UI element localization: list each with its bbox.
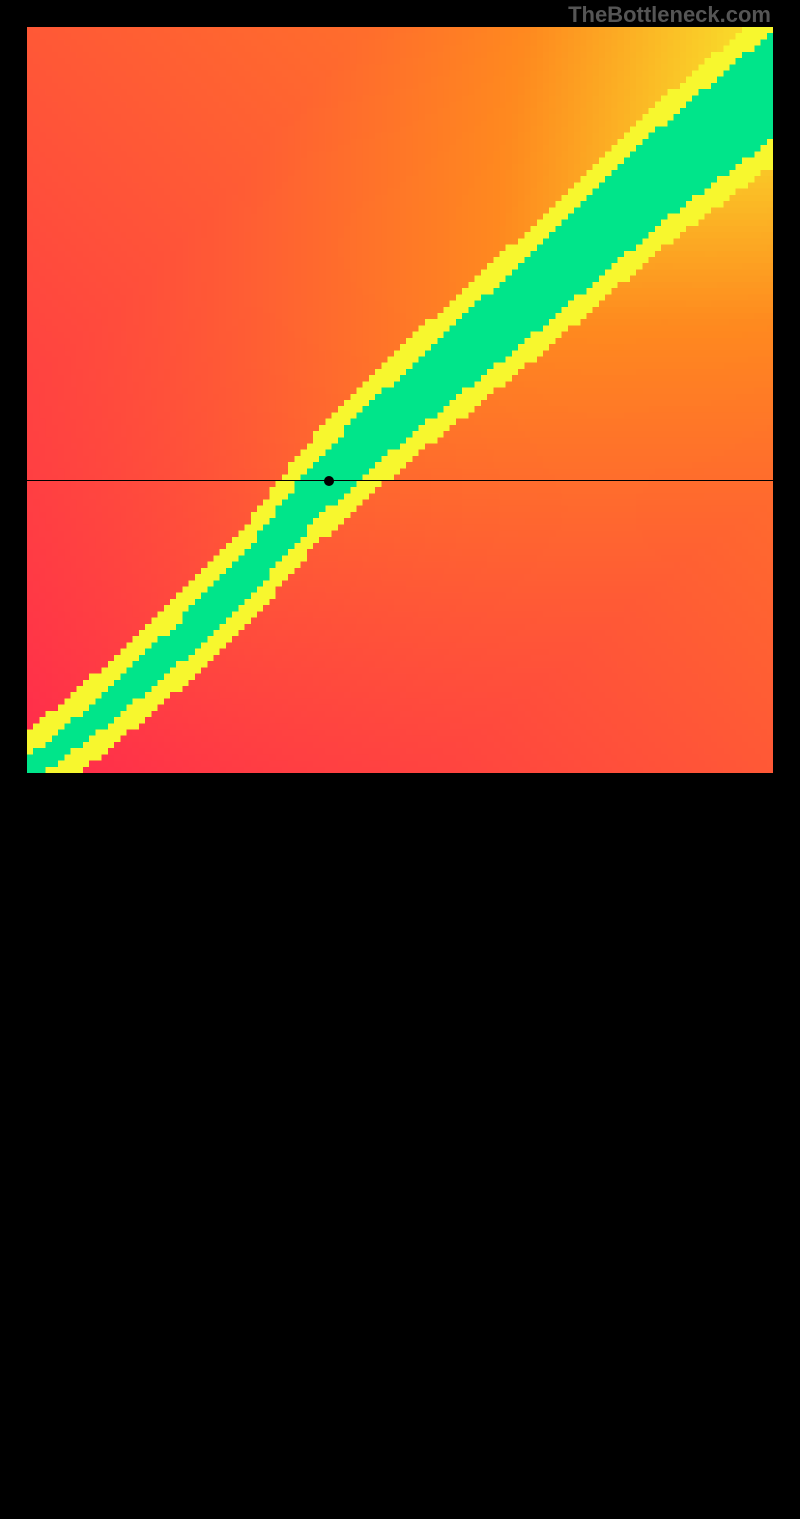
heatmap-canvas bbox=[27, 27, 773, 773]
crosshair-marker-dot bbox=[324, 476, 334, 486]
crosshair-horizontal bbox=[27, 480, 773, 481]
watermark-text: TheBottleneck.com bbox=[568, 2, 771, 28]
crosshair-vertical bbox=[329, 773, 330, 1519]
heatmap-plot bbox=[27, 27, 773, 773]
